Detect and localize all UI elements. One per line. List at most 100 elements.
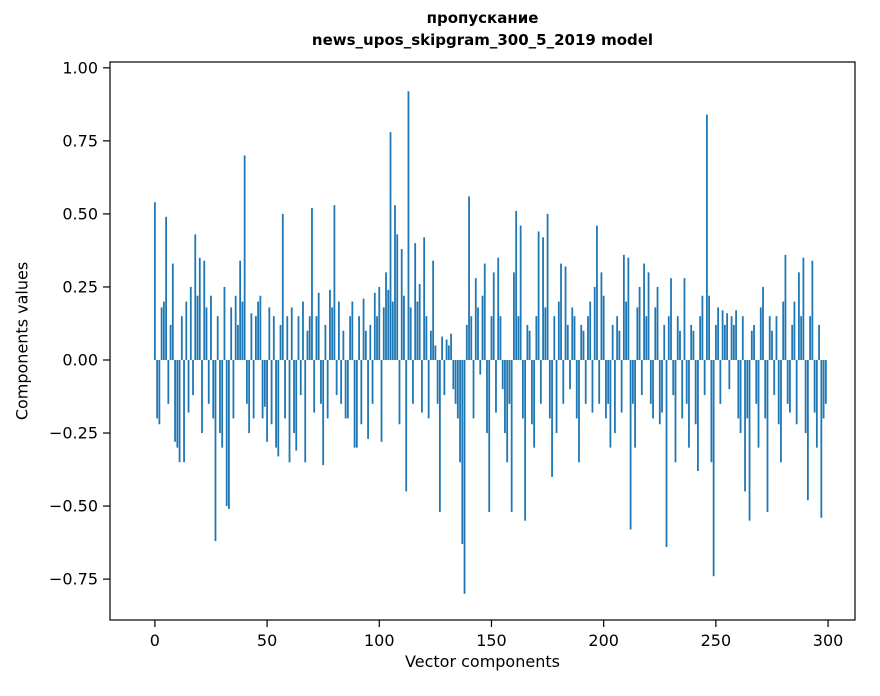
- bar: [589, 301, 592, 360]
- bar: [169, 324, 172, 360]
- bar: [782, 301, 785, 360]
- bar: [187, 359, 190, 413]
- bar: [587, 316, 589, 360]
- bar: [645, 316, 648, 360]
- bar: [528, 330, 531, 360]
- bar: [672, 359, 675, 396]
- bar: [652, 359, 654, 419]
- bar: [504, 359, 506, 434]
- bar: [156, 359, 159, 419]
- bar: [546, 213, 549, 360]
- bar: [750, 330, 753, 360]
- bar: [618, 330, 621, 360]
- bar: [438, 359, 441, 512]
- bar: [600, 272, 603, 360]
- bar: [762, 286, 764, 360]
- bar: [515, 210, 518, 360]
- bar: [560, 263, 562, 360]
- bar: [212, 359, 215, 419]
- bar: [160, 307, 163, 360]
- bar: [257, 301, 259, 360]
- bar: [239, 260, 242, 360]
- bar: [602, 295, 605, 360]
- bar: [800, 316, 803, 360]
- bar: [822, 359, 825, 419]
- bar: [479, 359, 482, 375]
- bar: [351, 301, 354, 360]
- bar: [710, 359, 713, 463]
- bar: [315, 316, 318, 360]
- bar: [596, 225, 598, 360]
- bar: [706, 114, 708, 360]
- bar: [755, 359, 758, 404]
- bar: [248, 359, 251, 434]
- bar: [537, 231, 540, 360]
- bar: [614, 359, 616, 434]
- bar: [768, 316, 771, 360]
- bar: [741, 316, 744, 360]
- chart-title-line1: пропускание: [426, 9, 539, 27]
- bar: [306, 330, 309, 360]
- x-axis-label: Vector components: [405, 652, 560, 671]
- bar: [407, 91, 410, 360]
- bar: [387, 289, 390, 360]
- bar: [396, 234, 399, 360]
- bar: [261, 359, 264, 419]
- bar: [766, 359, 769, 512]
- bar: [454, 359, 457, 404]
- x-tick-label: 0: [150, 631, 160, 650]
- bar: [521, 359, 524, 419]
- bar: [203, 260, 206, 360]
- bar: [337, 301, 340, 360]
- bar: [349, 316, 352, 360]
- bar: [450, 333, 452, 360]
- bar: [234, 295, 237, 360]
- bar: [180, 316, 183, 360]
- y-tick-label: 0.75: [62, 131, 98, 150]
- bar: [174, 359, 176, 442]
- bar: [486, 359, 488, 434]
- bar: [324, 324, 327, 360]
- bar: [488, 359, 491, 512]
- bar: [735, 310, 737, 360]
- bar: [378, 286, 381, 360]
- bar: [228, 359, 230, 509]
- bar: [809, 316, 812, 360]
- bar: [360, 359, 363, 425]
- bar: [530, 359, 533, 425]
- bar: [519, 225, 522, 360]
- bar: [194, 234, 197, 360]
- bar: [824, 359, 827, 404]
- bar: [176, 359, 179, 448]
- bar: [362, 298, 365, 360]
- bar: [717, 307, 720, 360]
- bar: [578, 359, 580, 463]
- bar: [223, 286, 226, 360]
- bar: [477, 307, 479, 360]
- bar: [418, 284, 421, 360]
- bar: [681, 359, 684, 419]
- bar: [225, 359, 228, 507]
- bar: [452, 359, 455, 390]
- bar: [683, 278, 686, 360]
- bar: [728, 359, 731, 390]
- bar: [551, 359, 553, 477]
- x-tick-label: 150: [476, 631, 507, 650]
- bar: [746, 359, 749, 419]
- bar: [293, 359, 295, 434]
- bar: [380, 359, 383, 442]
- bar: [472, 359, 475, 419]
- chart-title-line2: news_upos_skipgram_300_5_2019 model: [311, 30, 654, 49]
- bar: [364, 330, 367, 360]
- bar: [508, 359, 511, 404]
- bar: [434, 345, 437, 360]
- bar: [775, 316, 778, 360]
- bar: [533, 359, 536, 448]
- bar: [564, 266, 567, 360]
- bar: [609, 359, 612, 448]
- bar: [284, 359, 286, 419]
- bar: [465, 324, 468, 360]
- bar: [416, 301, 419, 360]
- bar: [340, 359, 343, 404]
